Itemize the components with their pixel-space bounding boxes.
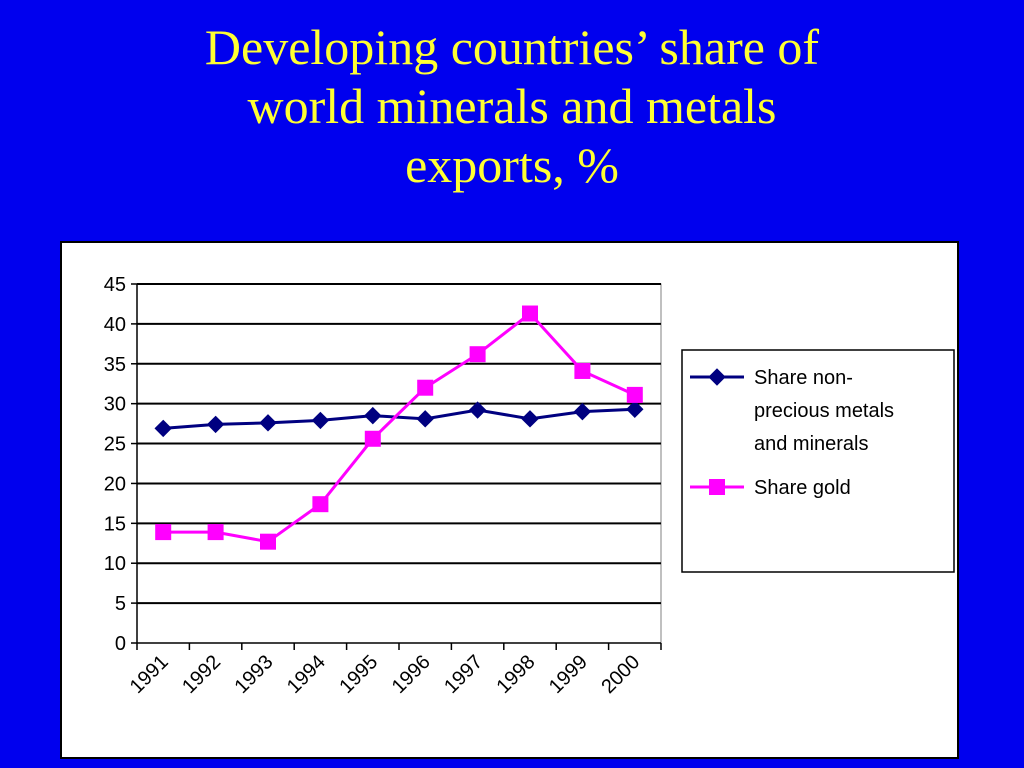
y-tick-label: 35 — [104, 354, 126, 376]
x-tick-label: 2000 — [597, 651, 644, 698]
x-tick-label: 1993 — [231, 651, 278, 698]
legend-label-1: Share gold — [754, 477, 851, 499]
plot-area-border — [136, 283, 662, 644]
x-tick-label: 1992 — [178, 651, 225, 698]
legend-label-0: Share non- — [754, 367, 853, 389]
data-point-1-7 — [522, 305, 538, 322]
data-point-0-8 — [573, 402, 592, 421]
y-tick-label: 10 — [104, 553, 126, 575]
series-line-1 — [163, 311, 636, 544]
slide-title: Developing countries’ share of world min… — [0, 18, 1024, 195]
x-tick-label: 1996 — [388, 651, 435, 698]
x-tick-label: 1994 — [283, 651, 330, 698]
x-tick-label: 1991 — [126, 651, 173, 698]
y-tick-label: 40 — [104, 314, 126, 336]
legend-label-0: precious metals — [754, 400, 894, 422]
x-tick-label: 1998 — [493, 651, 540, 698]
data-point-1-1 — [207, 524, 224, 541]
x-tick-label: 1997 — [440, 651, 487, 698]
legend-swatch-marker-0 — [708, 368, 726, 386]
y-tick-label: 15 — [104, 513, 126, 535]
data-point-0-4 — [364, 406, 382, 425]
data-point-0-5 — [416, 410, 434, 428]
data-point-0-1 — [206, 415, 225, 434]
gridlines — [136, 283, 662, 644]
x-tick-label: 1999 — [545, 651, 592, 698]
data-point-1-2 — [260, 533, 276, 550]
title-line-1: Developing countries’ share of — [204, 19, 820, 75]
legend-swatch-marker-1 — [709, 479, 725, 495]
data-point-0-9 — [626, 400, 644, 418]
y-tick-label: 25 — [104, 434, 126, 456]
y-tick-label: 0 — [115, 633, 126, 655]
data-point-1-4 — [364, 430, 381, 447]
data-point-1-8 — [574, 362, 591, 379]
data-point-1-9 — [626, 386, 643, 403]
data-point-1-5 — [417, 379, 434, 396]
series — [154, 305, 644, 550]
legend-label-0: and minerals — [754, 433, 869, 455]
data-point-0-7 — [521, 410, 539, 428]
legend-box — [681, 349, 955, 573]
title-line-3: exports, % — [405, 137, 619, 193]
legend: Share non-precious metals and minerals Sha… — [681, 349, 955, 573]
y-tick-label: 20 — [104, 473, 126, 495]
data-point-0-0 — [154, 419, 172, 438]
data-point-1-3 — [312, 496, 329, 513]
data-point-0-3 — [311, 411, 330, 430]
data-point-1-0 — [155, 524, 172, 541]
series-line-0 — [163, 407, 635, 430]
title-line-2: world minerals and metals — [247, 78, 777, 134]
data-point-1-6 — [469, 346, 486, 363]
data-point-0-6 — [468, 401, 487, 419]
y-tick-label: 45 — [104, 274, 126, 296]
y-tick-label: 30 — [104, 394, 126, 416]
data-point-0-2 — [259, 414, 277, 432]
x-tick-label: 1995 — [335, 651, 382, 698]
y-tick-label: 5 — [115, 593, 126, 615]
